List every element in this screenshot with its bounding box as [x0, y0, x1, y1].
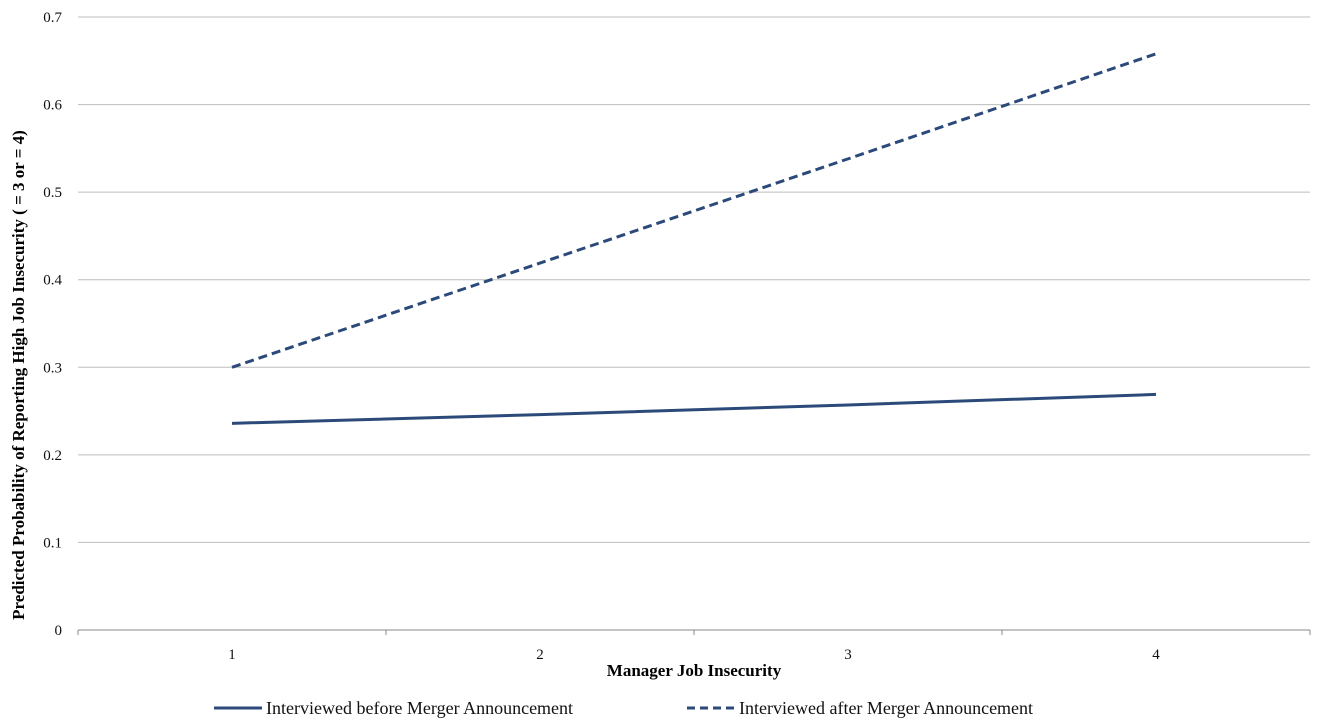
y-tick-label: 0.1 [43, 535, 62, 551]
legend-label-after: Interviewed after Merger Announcement [739, 698, 1033, 718]
x-axis-label: Manager Job Insecurity [607, 661, 782, 680]
series-line-before [231, 392, 1157, 425]
x-tick-label: 2 [536, 647, 544, 663]
x-tick-label: 1 [228, 647, 236, 663]
y-tick-label: 0.6 [43, 98, 62, 114]
y-tick-label: 0.2 [43, 448, 62, 464]
y-tick-label: 0.4 [43, 273, 62, 289]
x-tick-label: 4 [1152, 647, 1160, 663]
x-tick-labels: 1 2 3 4 [228, 647, 1160, 663]
y-tick-label: 0.3 [43, 360, 62, 376]
y-axis-label: Predicted Probability of Reporting High … [9, 130, 28, 620]
y-tick-label: 0.7 [43, 10, 62, 26]
x-tick-label: 3 [844, 647, 852, 663]
y-tick-label: 0 [55, 623, 63, 639]
series-lines [231, 52, 1157, 425]
legend-label-before: Interviewed before Merger Announcement [266, 698, 573, 718]
legend: Interviewed before Merger Announcement I… [214, 698, 1033, 718]
series-line-after [231, 52, 1157, 369]
y-tick-labels: 0 0.1 0.2 0.3 0.4 0.5 0.6 0.7 [43, 10, 62, 639]
y-tick-label: 0.5 [43, 185, 62, 201]
gridlines [78, 16, 1310, 543]
axes [77, 629, 1311, 635]
